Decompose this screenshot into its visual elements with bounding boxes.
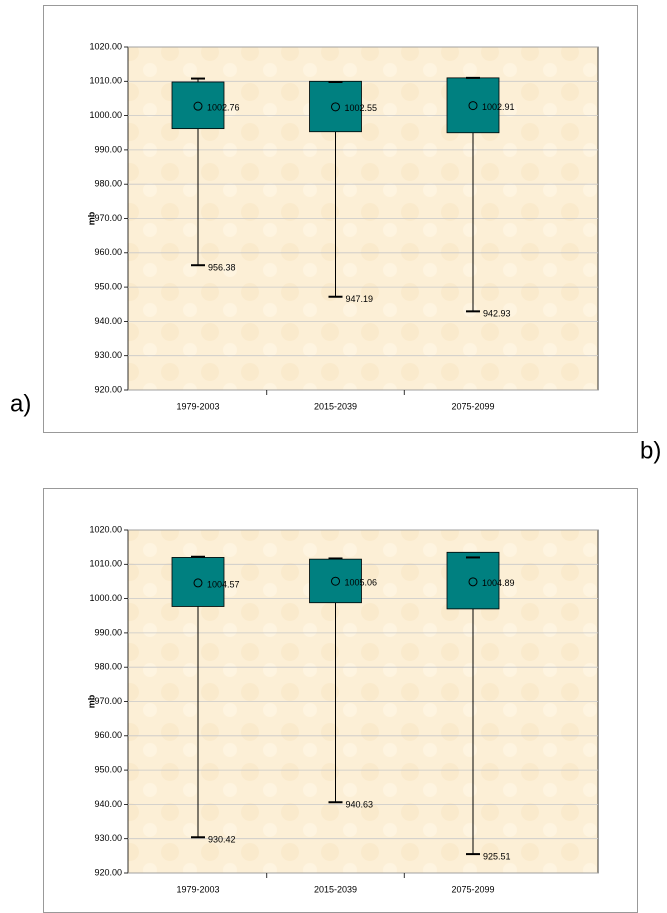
box [171, 557, 225, 607]
x-tick-label: 2015-2039 [314, 884, 357, 894]
x-tick-label: 2075-2099 [451, 884, 494, 894]
y-tick-label: 920.00 [94, 384, 122, 394]
y-tick-label: 950.00 [94, 764, 122, 774]
min-label: 940.63 [346, 800, 374, 810]
x-tick-label: 2015-2039 [314, 401, 357, 411]
box [446, 77, 500, 134]
mean-marker [331, 576, 340, 586]
mean-marker [193, 578, 203, 588]
min-label: 947.19 [346, 294, 374, 304]
mean-marker [193, 101, 203, 111]
y-tick-label: 1010.00 [89, 559, 122, 569]
y-tick-label: 940.00 [94, 799, 122, 809]
min-label: 925.51 [483, 851, 511, 861]
panel-label: b) [640, 437, 661, 464]
y-tick-label: 950.00 [94, 281, 122, 291]
mean-label: 1005.06 [345, 578, 378, 588]
box [446, 551, 500, 610]
y-tick-label: 960.00 [94, 730, 122, 740]
panel-label: a) [10, 390, 31, 417]
min-label: 942.93 [483, 309, 511, 319]
y-tick-label: 970.00 [94, 213, 122, 223]
y-tick-label: 1000.00 [89, 593, 122, 603]
y-tick-label: 920.00 [94, 867, 122, 877]
y-tick-label: 1020.00 [89, 524, 122, 534]
y-tick-label: 990.00 [94, 627, 122, 637]
y-tick-label: 990.00 [94, 144, 122, 154]
min-label: 930.42 [208, 835, 236, 845]
y-tick-label: 930.00 [94, 833, 122, 843]
y-tick-label: 980.00 [94, 662, 122, 672]
y-axis-label: mb [86, 694, 96, 708]
mean-label: 1004.89 [482, 578, 515, 588]
mean-label: 1002.76 [207, 103, 240, 113]
mean-label: 1004.57 [207, 579, 240, 589]
box [309, 80, 362, 133]
y-tick-label: 970.00 [94, 696, 122, 706]
mean-label: 1002.91 [482, 102, 515, 112]
y-tick-label: 940.00 [94, 316, 122, 326]
y-tick-label: 930.00 [94, 350, 122, 360]
box [171, 81, 225, 130]
mean-marker [331, 102, 340, 112]
y-axis-label: mb [86, 211, 96, 225]
y-tick-label: 960.00 [94, 247, 122, 257]
x-tick-label: 2075-2099 [451, 401, 494, 411]
y-tick-label: 1020.00 [89, 41, 122, 51]
mean-marker [468, 577, 478, 587]
x-tick-label: 1979-2003 [176, 401, 219, 411]
y-tick-label: 1010.00 [89, 76, 122, 86]
y-tick-label: 1000.00 [89, 110, 122, 120]
mean-marker [468, 101, 478, 111]
x-tick-label: 1979-2003 [176, 884, 219, 894]
mean-label: 1002.55 [345, 103, 378, 113]
min-label: 956.38 [208, 263, 236, 273]
y-tick-label: 980.00 [94, 179, 122, 189]
